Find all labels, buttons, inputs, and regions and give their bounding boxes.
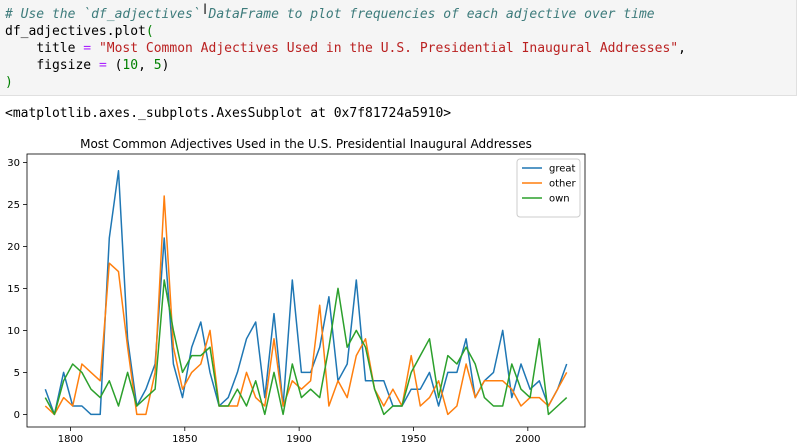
- code-comma: ,: [678, 41, 686, 56]
- output-repr: <matplotlib.axes._subplots.AxesSubplot a…: [5, 106, 452, 121]
- code-line-figsize[interactable]: figsize = (10, 5): [5, 57, 169, 74]
- code-tuple-sep: ,: [138, 58, 154, 73]
- series-line-other: [44, 195, 568, 416]
- legend-label-own: own: [549, 194, 570, 205]
- code-cell[interactable]: # Use the `df_adjectives` DataFrame to p…: [0, 0, 797, 96]
- code-method: plot: [114, 24, 146, 39]
- code-close-paren: ): [5, 75, 13, 90]
- code-operator: =: [98, 58, 107, 73]
- x-tick-label: 2000: [515, 434, 540, 445]
- series-line-own: [44, 279, 568, 416]
- y-tick-label: 0: [14, 410, 20, 421]
- x-tick-label: 1950: [401, 434, 426, 445]
- code-line-comment[interactable]: # Use the `df_adjectives` DataFrame to p…: [5, 6, 655, 23]
- x-tick-label: 1800: [58, 434, 83, 445]
- code-number-10: 10: [122, 58, 139, 73]
- x-tick-label: 1850: [172, 434, 197, 445]
- plot-frame: [26, 153, 586, 428]
- legend-box: [516, 158, 581, 218]
- code-tuple-open: (: [114, 58, 123, 73]
- series-line-great: [44, 170, 568, 416]
- y-tick-label: 10: [7, 326, 20, 337]
- code-tuple-close: ): [161, 58, 170, 73]
- code-line-title[interactable]: title = "Most Common Adjectives Used in …: [5, 40, 686, 57]
- code-object: df_adjectives.: [5, 24, 115, 39]
- chart-title: Most Common Adjectives Used in the U.S. …: [80, 137, 532, 151]
- y-tick-label: 20: [7, 242, 20, 253]
- legend-label-great: great: [549, 164, 576, 175]
- y-tick-label: 30: [7, 158, 20, 169]
- code-title-string: "Most Common Adjectives Used in the U.S.…: [98, 41, 679, 56]
- code-comment: # Use the `df_adjectives` DataFrame to p…: [5, 7, 655, 22]
- text-cursor-icon: I: [203, 2, 208, 18]
- code-open-paren: (: [145, 24, 154, 39]
- y-tick-label: 5: [14, 368, 20, 379]
- code-number-5: 5: [153, 58, 162, 73]
- code-kwarg-figsize: figsize: [36, 58, 92, 73]
- code-operator: =: [83, 41, 92, 56]
- y-tick-label: 15: [7, 284, 20, 295]
- line-chart: Most Common Adjectives Used in the U.S. …: [7, 137, 586, 445]
- x-tick-label: 1900: [286, 434, 311, 445]
- code-line-call[interactable]: df_adjectives.plot(: [5, 23, 154, 40]
- code-kwarg-title: title: [36, 41, 76, 56]
- y-tick-label: 25: [7, 200, 20, 211]
- code-line-close[interactable]: ): [5, 74, 13, 91]
- legend-label-other: other: [549, 179, 577, 190]
